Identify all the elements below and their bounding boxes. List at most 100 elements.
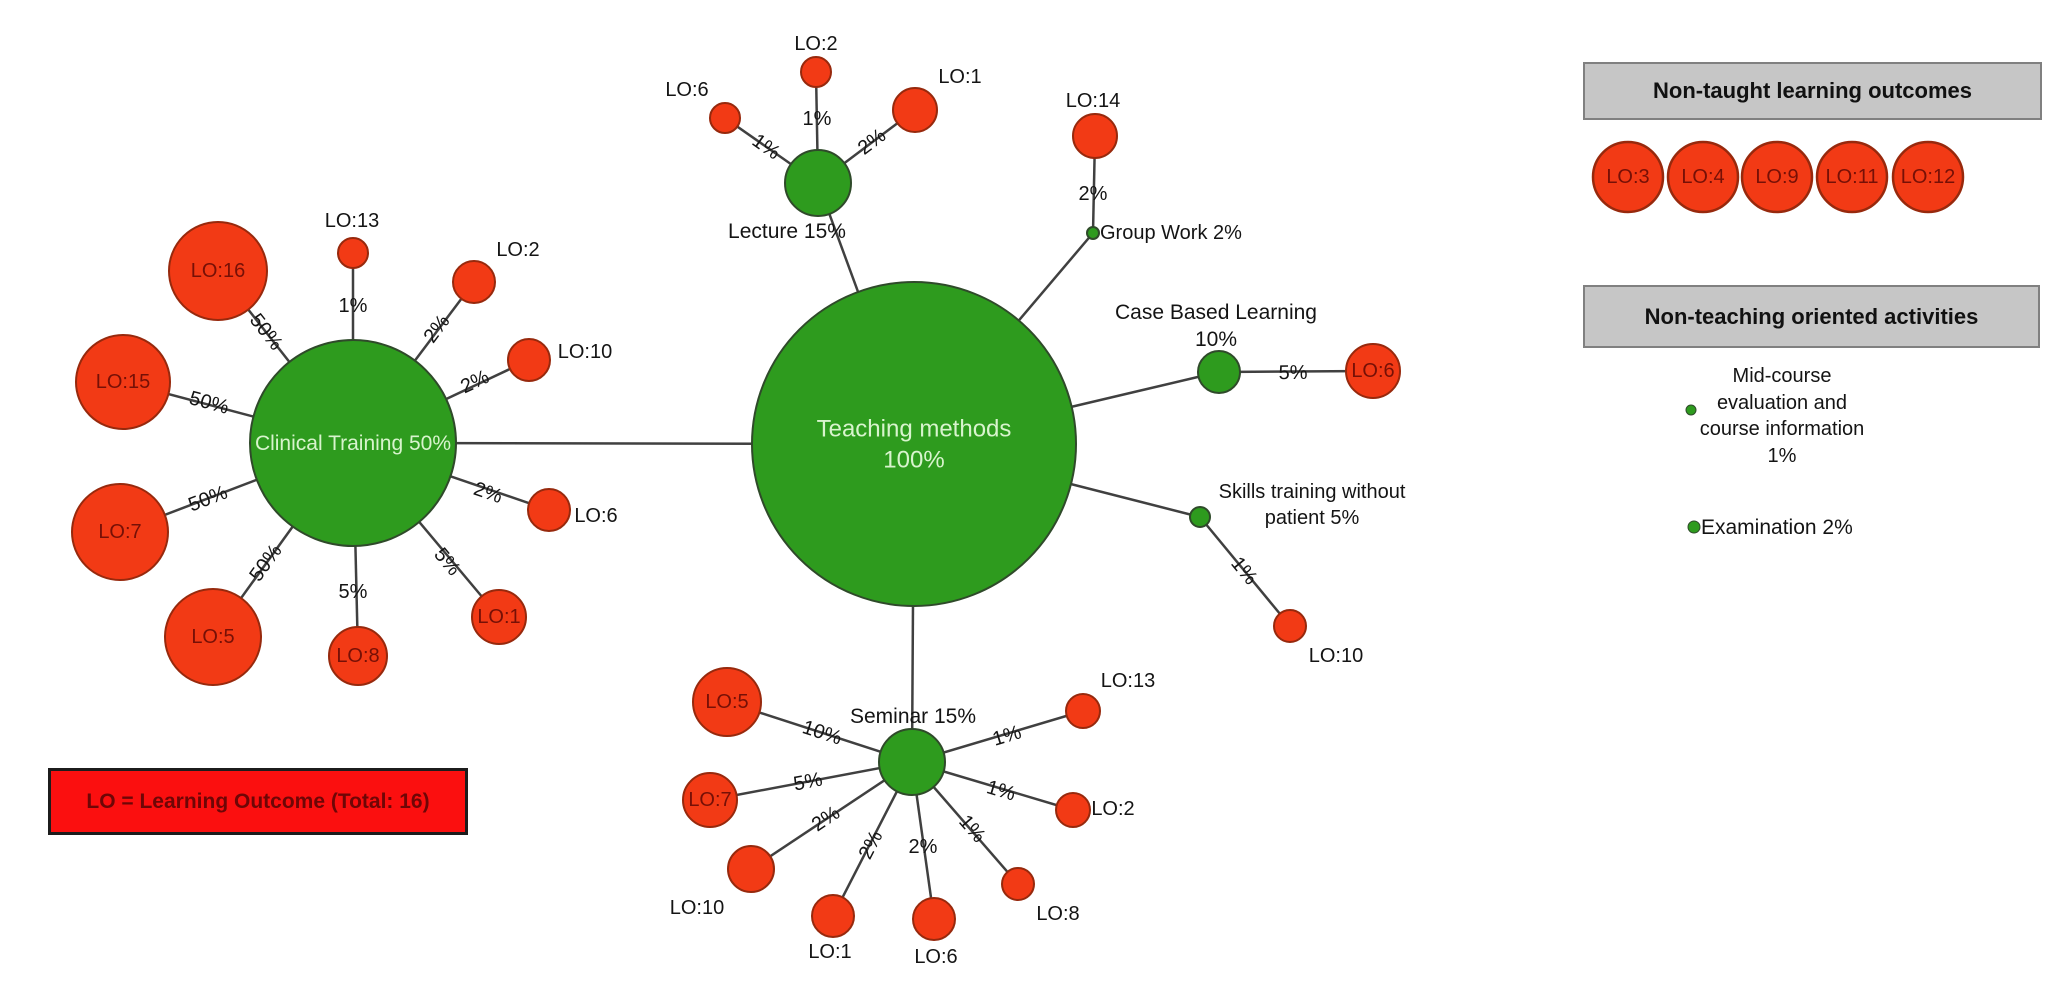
mid-course-line-2: evaluation and	[1716, 391, 1848, 414]
non-taught-label-3: LO:11	[1826, 166, 1879, 188]
edge-label-lecture-lecture-lo6: 1%	[748, 130, 784, 165]
node-lecture-lo6	[709, 102, 741, 134]
label-clinical-lo15: LO:15	[96, 371, 150, 393]
label-clinical-lo6: LO:6	[574, 505, 617, 527]
node-seminar-lo7	[682, 772, 738, 828]
non-taught-circle-1	[1666, 140, 1740, 214]
node-cbl-lo6	[1345, 343, 1401, 399]
mid-course-evaluation-text: Mid-course evaluation and course informa…	[1632, 363, 1932, 469]
node-seminar-lo6	[912, 897, 956, 941]
edge-label-seminar-seminar-lo7: 5%	[792, 768, 825, 795]
non-taught-header: Non-taught learning outcomes	[1583, 62, 2042, 120]
edge-label-seminar-seminar-lo1: 2%	[855, 827, 888, 863]
non-taught-label-2: LO:9	[1755, 166, 1798, 188]
non-taught-label-1: LO:4	[1681, 166, 1724, 188]
non-teaching-header: Non-teaching oriented activities	[1583, 285, 2040, 348]
label-seminar-lo13: LO:13	[1101, 670, 1155, 692]
label-seminar-lo1: LO:1	[808, 941, 851, 963]
node-seminar-lo8	[1001, 867, 1035, 901]
label-seminar-lo7: LO:7	[688, 789, 731, 811]
edge-label-clinical-clinical-lo13: 1%	[339, 295, 368, 317]
node-clinical-lo7	[71, 483, 169, 581]
edge-label-seminar-seminar-lo10: 2%	[808, 802, 844, 836]
label-clinical: Clinical Training 50%	[255, 432, 451, 455]
label-clinical-lo1: LO:1	[477, 606, 520, 628]
edge-label-clinical-clinical-lo16: 50%	[245, 309, 287, 354]
label-groupwork-lo14: LO:14	[1066, 90, 1120, 112]
node-clinical-lo5	[164, 588, 262, 686]
label-seminar: Seminar 15%	[850, 705, 976, 728]
edge-label-seminar-seminar-lo5: 10%	[800, 716, 845, 749]
node-seminar-lo1	[811, 894, 855, 938]
node-clinical	[249, 339, 457, 547]
non-taught-label-4: LO:12	[1901, 166, 1955, 188]
node-teaching	[751, 281, 1077, 607]
node-groupwork-lo14	[1072, 113, 1118, 159]
node-seminar-lo10	[727, 845, 775, 893]
edge-label-lecture-lecture-lo2: 1%	[803, 108, 832, 130]
node-lecture-lo1	[892, 87, 938, 133]
label-cbl-lo6: LO:6	[1351, 360, 1394, 382]
label-seminar-lo5: LO:5	[705, 691, 748, 713]
node-clinical-lo2	[452, 260, 496, 304]
label-seminar-lo10: LO:10	[670, 897, 724, 919]
label-lecture: Lecture 15%	[728, 220, 846, 243]
node-skills-lo10	[1273, 609, 1307, 643]
edge-label-clinical-clinical-lo6: 2%	[471, 478, 506, 508]
label-clinical-lo13: LO:13	[325, 210, 379, 232]
edge-label-seminar-seminar-lo13: 1%	[990, 721, 1024, 750]
label-clinical-lo16: LO:16	[191, 260, 245, 282]
edge-label-seminar-seminar-lo6: 2%	[909, 836, 938, 858]
edge-label-clinical-clinical-lo8: 5%	[339, 581, 368, 603]
node-clinical-lo13	[337, 237, 369, 269]
edge-label-clinical-clinical-lo10: 2%	[457, 366, 493, 398]
label-teaching: Teaching methods 100%	[817, 415, 1012, 473]
node-skills	[1189, 506, 1211, 528]
edge-seminar-seminar-lo7	[709, 760, 913, 802]
edge-skills-skills-lo10	[1199, 516, 1291, 627]
node-clinical-lo10	[507, 338, 551, 382]
non-teaching-title: Non-teaching oriented activities	[1644, 303, 1979, 329]
node-clinical-lo1	[471, 589, 527, 645]
non-taught-label-0: LO:3	[1606, 166, 1649, 188]
edge-label-groupwork-groupwork-lo14: 2%	[1079, 183, 1108, 205]
non-taught-circle-2	[1740, 140, 1814, 214]
label-seminar-lo8: LO:8	[1036, 903, 1079, 925]
node-seminar-lo2	[1055, 792, 1091, 828]
mid-course-line-3: course information	[1699, 418, 1865, 440]
node-groupwork	[1086, 226, 1100, 240]
non-taught-title: Non-taught learning outcomes	[1653, 78, 1972, 103]
node-lecture-lo2	[800, 56, 832, 88]
label-clinical-lo5: LO:5	[191, 626, 234, 648]
label-seminar-lo6: LO:6	[914, 946, 957, 968]
non-taught-circle-3	[1815, 140, 1889, 214]
node-seminar-lo13	[1065, 693, 1101, 729]
edge-label-cbl-cbl-lo6: 5%	[1278, 362, 1307, 384]
label-clinical-lo7: LO:7	[98, 521, 141, 543]
node-clinical-lo15	[75, 334, 171, 430]
label-skills-lo10: LO:10	[1309, 645, 1363, 667]
examination-dot	[1687, 520, 1701, 534]
edge-label-clinical-clinical-lo5: 50%	[245, 540, 286, 586]
node-clinical-lo6	[527, 488, 571, 532]
mid-course-line-4: 1%	[1767, 444, 1797, 467]
edge-label-seminar-seminar-lo2: 1%	[984, 776, 1018, 805]
non-taught-circle-0	[1591, 140, 1665, 214]
node-seminar-lo5	[692, 667, 762, 737]
mid-course-evaluation-dot	[1685, 404, 1697, 416]
node-lecture	[784, 149, 852, 217]
mid-course-line-1: Mid-course	[1732, 365, 1832, 387]
label-lecture-lo6: LO:6	[665, 79, 708, 101]
label-cbl: Case Based Learning 10%	[1115, 301, 1317, 351]
edge-label-clinical-clinical-lo1: 5%	[429, 544, 465, 580]
non-taught-circle-4	[1891, 140, 1965, 214]
label-clinical-lo8: LO:8	[336, 645, 379, 667]
node-seminar	[878, 728, 946, 796]
legend-label: LO = Learning Outcome (Total: 16)	[86, 789, 430, 813]
node-clinical-lo8	[328, 626, 388, 686]
label-lecture-lo2: LO:2	[794, 33, 837, 55]
label-lecture-lo1: LO:1	[938, 66, 981, 88]
node-clinical-lo16	[168, 221, 268, 321]
